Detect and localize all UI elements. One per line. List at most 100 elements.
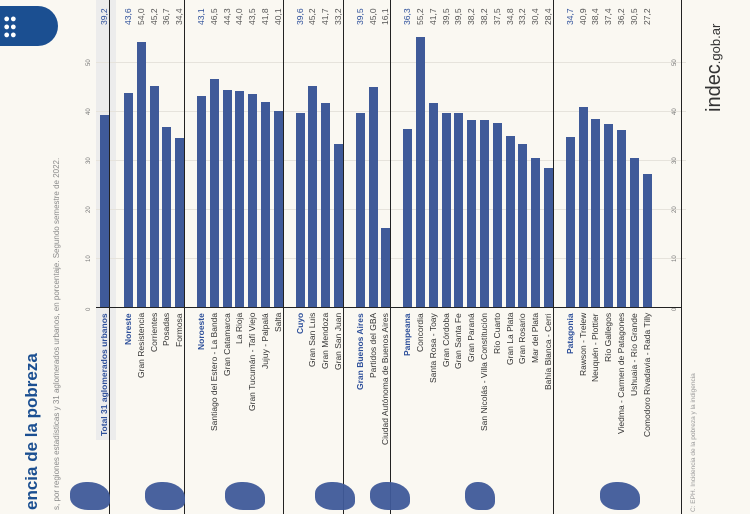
city-label: Posadas xyxy=(161,313,172,347)
city-value: 28,4 xyxy=(543,8,553,25)
region-value: 39,5 xyxy=(354,8,365,25)
city-bar xyxy=(368,86,378,307)
region-value: 43,1 xyxy=(196,8,206,25)
city-value: 40,9 xyxy=(577,8,588,25)
city-value: 36,2 xyxy=(616,8,626,25)
brand-logo: indec.gob.ar xyxy=(703,24,726,112)
city-bar xyxy=(531,158,541,307)
city-label: La Rioja xyxy=(234,313,245,345)
city-value: 55,2 xyxy=(415,8,425,25)
axis-tick-label: 40 xyxy=(672,108,678,115)
city-bar xyxy=(604,123,614,307)
city-bar xyxy=(209,79,219,307)
city-value: 46,5 xyxy=(208,8,219,25)
city-bar xyxy=(492,123,502,307)
city-label: Neuquén - Plottier xyxy=(590,313,601,382)
city-value: 44,0 xyxy=(234,8,245,25)
city-bar xyxy=(261,102,270,307)
city-label: Viedma - Carmen de Patagones xyxy=(616,313,626,435)
city-value: 36,7 xyxy=(161,8,172,25)
city-value: 41,8 xyxy=(260,8,270,25)
city-value: 37,5 xyxy=(491,8,502,25)
axis-tick-label: 50 xyxy=(86,59,92,66)
city-label: Comodoro Rivadavia - Rada Tilly xyxy=(641,313,652,438)
axis-tick-label: 10 xyxy=(86,255,92,262)
city-bar xyxy=(544,167,553,307)
city-bar xyxy=(248,93,258,307)
city-bar xyxy=(235,91,245,307)
city-value: 33,2 xyxy=(517,8,528,25)
city-bar xyxy=(428,102,438,307)
city-label: Río Cuarto xyxy=(491,313,502,355)
region-value: 39,6 xyxy=(294,8,305,25)
city-value: 30,5 xyxy=(628,8,639,25)
city-label: Gran San Juan xyxy=(333,313,343,371)
city-bar xyxy=(222,89,232,307)
city-label: Gran Rosario xyxy=(517,313,528,364)
city-bar xyxy=(505,136,515,307)
value-axis-baseline xyxy=(96,307,681,308)
region-separator xyxy=(342,0,344,514)
city-bar xyxy=(454,113,464,307)
city-value: 43,5 xyxy=(247,8,258,25)
region-bar xyxy=(355,113,365,307)
city-value: 38,2 xyxy=(466,8,477,25)
region-value: 36,3 xyxy=(402,8,413,25)
city-value: 34,8 xyxy=(504,8,515,25)
city-bar xyxy=(416,36,425,307)
city-label: Salta xyxy=(272,313,283,333)
city-label: Partidos del GBA xyxy=(367,313,378,379)
city-label: Gran Paraná xyxy=(466,313,477,362)
city-value: 37,4 xyxy=(603,8,614,25)
region-bar xyxy=(295,112,305,307)
region-bar xyxy=(124,93,133,307)
city-label: Gran San Luis xyxy=(307,313,318,368)
pampeana-map-icon xyxy=(465,482,495,510)
city-label: Gran Santa Fe xyxy=(453,313,464,369)
city-label: Mar del Plata xyxy=(530,313,541,364)
region-label: Cuyo xyxy=(294,313,305,335)
city-value: 38,2 xyxy=(479,8,489,25)
city-label: Gran Mendoza xyxy=(320,313,331,370)
city-bar xyxy=(467,119,477,307)
city-label: Santiago del Estero - La Banda xyxy=(208,313,219,432)
city-bar xyxy=(617,129,626,307)
patagonia-map-icon xyxy=(600,482,640,510)
region-label: Gran Buenos Aires xyxy=(354,313,365,390)
region-value: 34,7 xyxy=(564,8,575,25)
region-separator xyxy=(681,0,682,514)
city-label: Formosa xyxy=(174,313,185,347)
city-label: Gran La Plata xyxy=(504,313,515,366)
city-value: 41,7 xyxy=(427,8,438,25)
source-note: C: EPH. Incidencia de la pobreza y la in… xyxy=(690,373,697,512)
city-value: 45,2 xyxy=(307,8,318,25)
region-value: 39,2 xyxy=(99,8,109,25)
city-bar xyxy=(162,127,172,307)
city-bar xyxy=(136,42,146,307)
cuyo-map-icon xyxy=(315,482,355,510)
city-bar xyxy=(175,138,185,307)
axis-tick-label: 30 xyxy=(86,157,92,164)
city-label: Ciudad Autónoma de Buenos Aires xyxy=(380,313,391,445)
noroeste-map-icon xyxy=(225,482,265,510)
city-label: San Nicolás - Villa Constitución xyxy=(479,313,489,431)
city-value: 54,0 xyxy=(135,8,146,25)
region-value: 43,6 xyxy=(123,8,133,25)
city-bar xyxy=(334,144,343,307)
city-value: 39,5 xyxy=(453,8,464,25)
city-label: Ushuaia - Río Grande xyxy=(628,313,639,396)
axis-tick-label: 30 xyxy=(672,157,678,164)
city-label: Gran Córdoba xyxy=(440,313,451,367)
city-label: Gran Catamarca xyxy=(221,313,232,376)
city-value: 30,4 xyxy=(530,8,541,25)
city-bar xyxy=(578,106,588,307)
region-separator xyxy=(552,0,554,514)
region-bar xyxy=(565,136,575,307)
city-value: 45,0 xyxy=(367,8,378,25)
city-bar xyxy=(321,102,331,307)
city-label: Jujuy - Palpalá xyxy=(260,313,270,369)
city-bar xyxy=(149,85,159,307)
city-bar xyxy=(591,118,601,307)
city-value: 44,3 xyxy=(221,8,232,25)
